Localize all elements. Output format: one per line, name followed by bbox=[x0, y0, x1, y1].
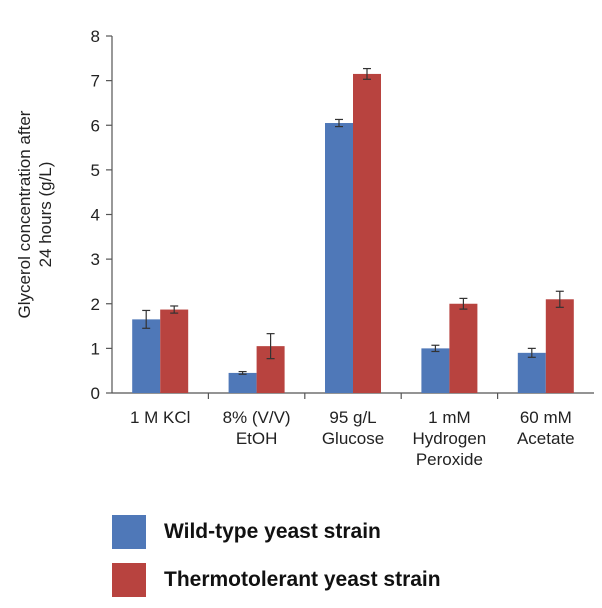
y-tick-label-2: 2 bbox=[91, 295, 100, 314]
bar-wild-type-3 bbox=[421, 348, 450, 393]
x-category-label-1: 8% (V/V) EtOH bbox=[223, 408, 291, 448]
x-category-label-4-line-0: 60 mM bbox=[520, 408, 572, 427]
legend: Wild-type yeast strain Thermotolerant ye… bbox=[112, 512, 441, 608]
legend-item-wild-type: Wild-type yeast strain bbox=[112, 512, 441, 552]
bar-thermotolerant-3 bbox=[449, 303, 478, 393]
x-category-label-3-line-2: Peroxide bbox=[416, 450, 483, 469]
x-category-label-0: 1 M KCl bbox=[130, 408, 190, 427]
y-tick-label-8: 8 bbox=[91, 27, 100, 46]
x-category-label-1-line-1: EtOH bbox=[236, 429, 278, 448]
bar-wild-type-1 bbox=[228, 372, 257, 393]
y-tick-label-5: 5 bbox=[91, 161, 100, 180]
y-axis-title: Glycerol concentration after 24 hours (g/… bbox=[15, 110, 55, 318]
x-category-label-4-line-1: Acetate bbox=[517, 429, 575, 448]
y-tick-label-7: 7 bbox=[91, 72, 100, 91]
bar-thermotolerant-2 bbox=[353, 73, 381, 394]
y-tick-label-6: 6 bbox=[91, 116, 100, 135]
y-tick-label-0: 0 bbox=[91, 384, 100, 403]
x-category-label-3: 1 mM Hydrogen Peroxide bbox=[413, 408, 487, 469]
bar-wild-type-4 bbox=[517, 352, 546, 393]
x-category-label-3-line-0: 1 mM bbox=[428, 408, 471, 427]
x-category-label-3-line-1: Hydrogen bbox=[413, 429, 487, 448]
bar-thermotolerant-4 bbox=[545, 299, 574, 393]
x-category-label-2-line-0: 95 g/L bbox=[329, 408, 376, 427]
x-category-label-2-line-1: Glucose bbox=[322, 429, 384, 448]
x-category-label-1-line-0: 8% (V/V) bbox=[223, 408, 291, 427]
legend-swatch-thermotolerant bbox=[112, 563, 146, 597]
bar-thermotolerant-0 bbox=[160, 309, 189, 393]
legend-label-wild-type: Wild-type yeast strain bbox=[164, 520, 381, 543]
y-axis-title-line-1: 24 hours (g/L) bbox=[36, 162, 55, 268]
legend-item-thermotolerant: Thermotolerant yeast strain bbox=[112, 560, 441, 600]
y-tick-label-3: 3 bbox=[91, 250, 100, 269]
x-category-label-2: 95 g/L Glucose bbox=[322, 408, 384, 448]
y-tick-label-1: 1 bbox=[91, 339, 100, 358]
x-category-label-4: 60 mM Acetate bbox=[517, 408, 575, 448]
y-axis-title-line-0: Glycerol concentration after bbox=[15, 110, 34, 318]
legend-swatch-wild-type bbox=[112, 515, 146, 549]
bar-wild-type-0 bbox=[132, 319, 161, 393]
legend-label-thermotolerant: Thermotolerant yeast strain bbox=[164, 568, 441, 591]
y-tick-label-4: 4 bbox=[91, 206, 100, 225]
x-category-label-0-line-0: 1 M KCl bbox=[130, 408, 190, 427]
bar-chart: 0 1 2 3 4 5 6 7 8 Glycerol concentration after 24 … bbox=[15, 27, 594, 469]
bar-wild-type-2 bbox=[325, 123, 353, 394]
